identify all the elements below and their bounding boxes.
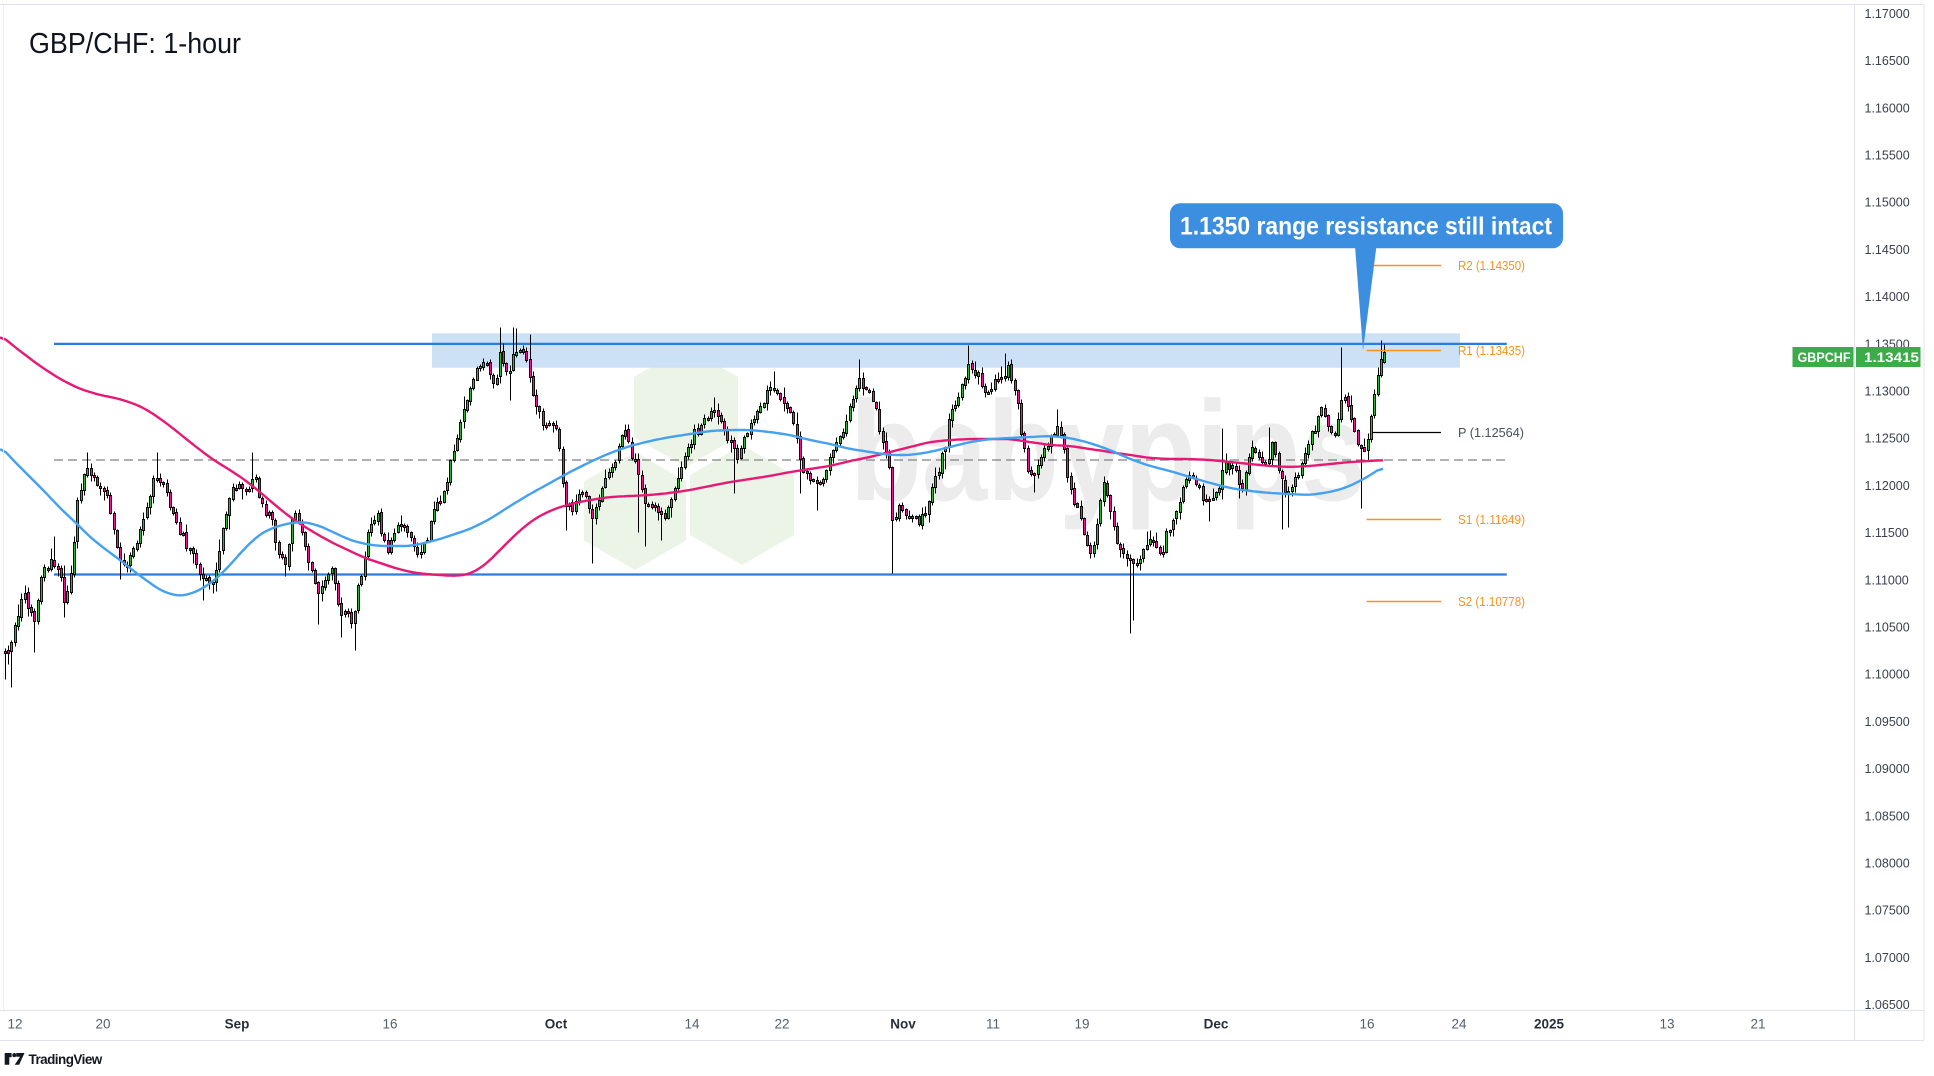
svg-text:11: 11 xyxy=(986,1017,1000,1032)
svg-text:Oct: Oct xyxy=(545,1017,568,1032)
svg-text:1.06500: 1.06500 xyxy=(1865,998,1910,1012)
svg-text:19: 19 xyxy=(1074,1017,1089,1032)
svg-text:1.15000: 1.15000 xyxy=(1865,196,1910,210)
svg-text:R2 (1.14350): R2 (1.14350) xyxy=(1458,258,1525,273)
svg-text:1.14500: 1.14500 xyxy=(1865,243,1910,257)
svg-text:1.16500: 1.16500 xyxy=(1865,54,1910,68)
svg-text:1.15500: 1.15500 xyxy=(1865,149,1910,163)
svg-text:21: 21 xyxy=(1750,1017,1765,1032)
svg-text:2025: 2025 xyxy=(1534,1017,1565,1032)
svg-text:S1 (1.11649): S1 (1.11649) xyxy=(1458,512,1525,527)
svg-text:1.1350 range resistance still: 1.1350 range resistance still intact xyxy=(1180,213,1553,241)
svg-text:R1 (1.13435): R1 (1.13435) xyxy=(1458,343,1525,358)
svg-text:13: 13 xyxy=(1659,1017,1674,1032)
svg-text:P (1.12564): P (1.12564) xyxy=(1458,425,1524,440)
svg-text:1.08500: 1.08500 xyxy=(1865,809,1910,823)
svg-text:1.12000: 1.12000 xyxy=(1865,479,1910,493)
svg-text:1.11000: 1.11000 xyxy=(1865,573,1909,587)
svg-text:1.09500: 1.09500 xyxy=(1865,715,1910,729)
svg-text:1.10500: 1.10500 xyxy=(1865,621,1910,635)
svg-text:14: 14 xyxy=(684,1017,700,1032)
svg-text:20: 20 xyxy=(95,1017,110,1032)
svg-text:1.12500: 1.12500 xyxy=(1865,432,1910,446)
svg-text:1.11500: 1.11500 xyxy=(1865,526,1909,540)
svg-text:Dec: Dec xyxy=(1204,1017,1229,1032)
svg-text:16: 16 xyxy=(382,1017,397,1032)
svg-text:1.08000: 1.08000 xyxy=(1865,857,1910,871)
svg-text:Nov: Nov xyxy=(890,1017,916,1032)
svg-text:16: 16 xyxy=(1359,1017,1374,1032)
svg-text:1.10000: 1.10000 xyxy=(1865,668,1910,682)
svg-text:12: 12 xyxy=(7,1017,22,1032)
svg-text:TradingView: TradingView xyxy=(29,1052,103,1067)
svg-text:1.09000: 1.09000 xyxy=(1865,762,1910,776)
svg-text:1.13000: 1.13000 xyxy=(1865,385,1910,399)
svg-text:GBPCHF: GBPCHF xyxy=(1798,350,1851,365)
svg-text:GBP/CHF: 1-hour: GBP/CHF: 1-hour xyxy=(29,28,241,60)
svg-text:1.13415: 1.13415 xyxy=(1864,350,1920,365)
svg-text:1.07000: 1.07000 xyxy=(1865,951,1910,965)
svg-text:22: 22 xyxy=(774,1017,789,1032)
svg-text:1.07500: 1.07500 xyxy=(1865,904,1910,918)
svg-text:S2 (1.10778): S2 (1.10778) xyxy=(1458,594,1525,609)
svg-text:1.14000: 1.14000 xyxy=(1865,290,1910,304)
svg-text:1.16000: 1.16000 xyxy=(1865,101,1910,115)
svg-text:24: 24 xyxy=(1451,1017,1467,1032)
svg-text:Sep: Sep xyxy=(225,1017,250,1032)
svg-text:1.17000: 1.17000 xyxy=(1865,7,1910,21)
